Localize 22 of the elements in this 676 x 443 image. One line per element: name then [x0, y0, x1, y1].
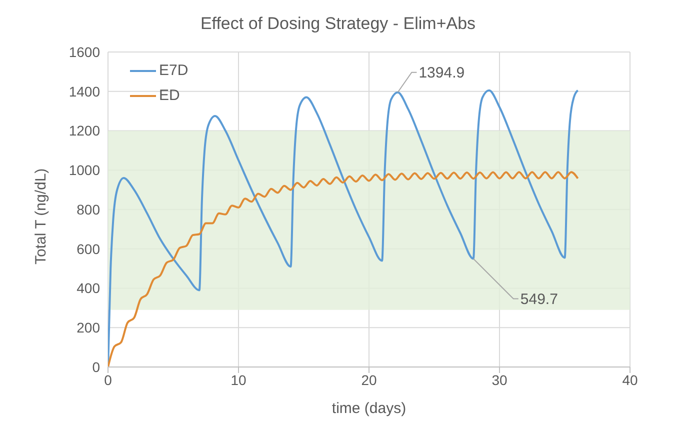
- y-tick-label: 600: [76, 240, 100, 257]
- y-axis-title: Total T (ng/dL): [32, 168, 50, 264]
- chart-title: Effect of Dosing Strategy - Elim+Abs: [199, 14, 477, 34]
- y-tick-label: 0: [92, 358, 100, 375]
- y-tick-label: 200: [76, 320, 100, 336]
- y-tick-label: 1000: [68, 162, 100, 178]
- legend-label: E7D: [159, 61, 188, 81]
- y-tick-label: 1200: [68, 122, 100, 139]
- line-series: [108, 171, 579, 367]
- y-tick-label: 1400: [68, 83, 100, 100]
- x-tick-label: 40: [622, 372, 638, 388]
- x-tick-label: 30: [492, 372, 508, 388]
- x-tick-label: 0: [104, 372, 112, 388]
- y-tick-label: 400: [76, 280, 100, 296]
- annotation: 549.7: [520, 290, 558, 308]
- y-tick-label: 1600: [68, 44, 100, 60]
- x-tick-label: 10: [230, 372, 246, 388]
- x-tick-label: 20: [361, 372, 377, 388]
- x-axis-title: time (days): [332, 400, 406, 417]
- annotation: 1394.9: [418, 64, 465, 82]
- legend-label: ED: [159, 86, 180, 106]
- y-tick-label: 800: [76, 201, 100, 218]
